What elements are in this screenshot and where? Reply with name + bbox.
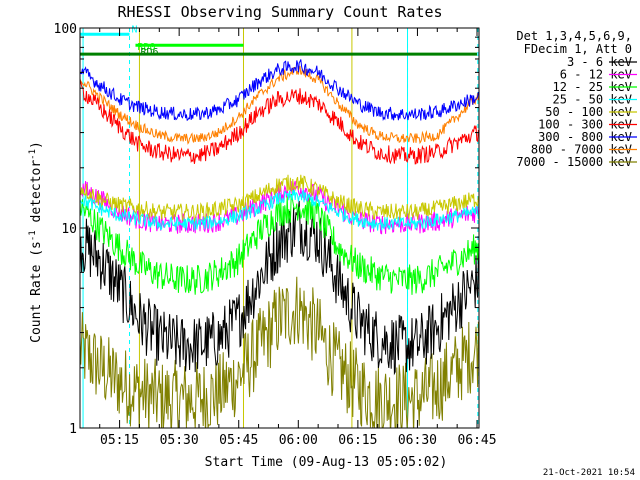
y-axis-label: Count Rate (s-1 detector-1) xyxy=(28,141,44,343)
x-axis-label: Start Time (09-Aug-13 05:05:02) xyxy=(205,455,448,470)
legend-header: FDecim 1, Att 0 xyxy=(524,42,632,56)
trace-3 xyxy=(80,188,479,231)
axes: 1 10 100 05:15 05:30 05:45 06:00 06:15 06:30 06:4… xyxy=(54,22,497,448)
legend-label: 25 - 50 keV xyxy=(553,93,632,107)
trace-8 xyxy=(80,276,479,428)
legend-label: 50 - 100 keV xyxy=(545,105,632,119)
trace-4 xyxy=(80,174,479,223)
x-tick-label: 06:30 xyxy=(398,433,437,448)
legend-label: 7000 - 15000 keV xyxy=(516,155,632,169)
legend-label: 6 - 12 keV xyxy=(560,68,632,82)
y-tick-label: 100 xyxy=(54,22,77,37)
x-tick-label: 06:00 xyxy=(279,433,318,448)
plot-area xyxy=(80,28,479,428)
trace-5 xyxy=(80,79,479,165)
legend-header: Det 1,3,4,5,6,9, xyxy=(516,29,632,43)
x-tick-label: 06:15 xyxy=(338,433,377,448)
legend-label: 300 - 800 keV xyxy=(538,130,632,144)
chart-title: RHESSI Observing Summary Count Rates xyxy=(117,3,442,21)
flag-label-1: RD0 xyxy=(137,42,155,53)
legend-label: 800 - 7000 keV xyxy=(531,143,632,157)
y-tick-label: 1 xyxy=(69,422,77,437)
trace-0 xyxy=(80,200,479,376)
y-tick-label: 10 xyxy=(61,222,77,237)
x-tick-label: 06:45 xyxy=(457,433,496,448)
x-tick-label: 05:30 xyxy=(160,433,199,448)
legend: Det 1,3,4,5,6,9,FDecim 1, Att 03 - 6 keV… xyxy=(516,29,637,169)
trace-2 xyxy=(80,193,479,295)
x-tick-label: 05:15 xyxy=(100,433,139,448)
flag-label-0: N xyxy=(132,24,138,35)
x-tick-label: 05:45 xyxy=(219,433,258,448)
legend-label: 100 - 300 keV xyxy=(538,118,632,132)
trace-6 xyxy=(80,59,479,122)
legend-label: 3 - 6 keV xyxy=(567,55,632,69)
footer-timestamp: 21-Oct-2021 10:54 xyxy=(543,468,635,478)
traces xyxy=(80,28,479,428)
flag-label-2: RD6 xyxy=(140,47,158,58)
trace-1 xyxy=(80,180,479,235)
trace-7 xyxy=(80,65,479,145)
legend-label: 12 - 25 keV xyxy=(553,80,632,94)
